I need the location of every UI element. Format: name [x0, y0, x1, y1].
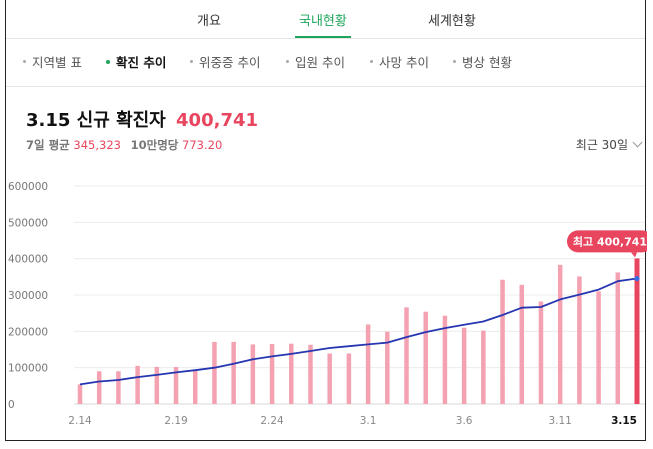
bullet-icon	[23, 60, 26, 63]
per-100k-value: 773.20	[182, 138, 223, 152]
subnav-confirmed-trend[interactable]: 확진 추이	[106, 52, 166, 71]
highlighted-bar	[634, 258, 640, 404]
x-tick-label: 3.6	[456, 415, 473, 427]
bar	[461, 327, 467, 404]
x-tick-label: 2.19	[164, 415, 187, 427]
y-tick-label: 100000	[8, 363, 48, 375]
subnav-death-trend[interactable]: 사망 추이	[370, 52, 429, 71]
bar	[135, 365, 140, 404]
confirmed-trend-chart: 0 100000 200000 300000 400000 500000 600000 2.1…	[8, 181, 647, 427]
y-tick-label: 300000	[8, 290, 48, 302]
y-tick-label: 0	[8, 399, 15, 411]
bar	[500, 279, 505, 404]
bar	[442, 315, 448, 404]
y-tick-label: 500000	[8, 217, 48, 229]
bullet-icon	[190, 60, 193, 63]
x-tick-label: 3.1	[360, 415, 377, 427]
bar	[231, 341, 236, 404]
bullet-icon	[286, 60, 289, 63]
bar	[154, 366, 160, 404]
dashboard-frame: 개요 국내현황 세계현황 지역별 표 확진 추이 위중증 추이 입원 추이 사망…	[5, 0, 647, 441]
seven-day-average-line	[79, 277, 638, 386]
subnav-hospitalized-trend[interactable]: 입원 추이	[286, 52, 345, 71]
bar	[519, 284, 525, 404]
subnav-label: 입원 추이	[295, 55, 345, 70]
bar	[596, 291, 601, 404]
x-tick-label: 3.15	[611, 415, 637, 427]
headline: 3.15 신규 확진자 400,741	[26, 106, 258, 132]
tab-world[interactable]: 세계현황	[428, 14, 476, 29]
x-tick-label: 2.24	[260, 415, 284, 427]
bar	[327, 353, 332, 404]
headline-value: 400,741	[176, 110, 259, 131]
bar	[250, 344, 256, 404]
bar	[385, 331, 390, 404]
headline-label: 3.15 신규 확진자	[26, 110, 166, 131]
y-tick-label: 600000	[8, 181, 48, 193]
bar	[615, 272, 621, 404]
range-select[interactable]: 최근 30일	[575, 136, 643, 153]
bar	[423, 311, 428, 404]
y-tick-label: 400000	[8, 254, 48, 266]
avg-label: 7일 평균	[26, 138, 70, 152]
bullet-icon	[106, 59, 110, 64]
summary-stats: 7일 평균 345,323 10만명당 773.20	[26, 137, 228, 153]
bar	[481, 330, 486, 404]
bar	[289, 343, 294, 404]
avg-value: 345,323	[73, 138, 121, 152]
x-tick-label: 2.14	[68, 415, 92, 427]
sub-navigation: 지역별 표 확진 추이 위중증 추이 입원 추이 사망 추이 병상 현황	[6, 52, 645, 72]
tab-domestic[interactable]: 국내현황	[299, 14, 347, 29]
bar	[346, 353, 352, 404]
max-tooltip-label: 최고 400,741	[573, 234, 647, 248]
max-tooltip-pointer	[631, 252, 637, 258]
bar	[96, 371, 102, 404]
bar	[365, 324, 371, 404]
bullet-icon	[370, 60, 373, 63]
subnav-label: 병상 현황	[462, 55, 512, 70]
tab-overview[interactable]: 개요	[197, 14, 221, 29]
subnav-region-table[interactable]: 지역별 표	[23, 52, 82, 71]
max-tooltip	[567, 230, 647, 253]
bar	[77, 384, 83, 404]
active-tab-indicator	[295, 36, 351, 38]
y-tick-label: 200000	[8, 326, 48, 338]
bar	[192, 369, 198, 404]
bar	[557, 264, 563, 404]
subnav-bed-status[interactable]: 병상 현황	[453, 52, 512, 71]
line-end-point	[634, 275, 640, 282]
bullet-icon	[453, 60, 456, 63]
bar	[404, 307, 409, 404]
bar	[173, 366, 179, 404]
divider	[6, 86, 645, 87]
bar	[577, 276, 582, 404]
bar	[538, 301, 544, 404]
bar	[308, 344, 313, 404]
subnav-label: 지역별 표	[32, 55, 82, 70]
bar	[269, 344, 275, 404]
subnav-critical-trend[interactable]: 위중증 추이	[190, 52, 260, 71]
per-100k-label: 10만명당	[130, 138, 179, 152]
subnav-label: 사망 추이	[379, 55, 429, 70]
range-select-label: 최근 30일	[575, 138, 628, 152]
bar	[116, 371, 121, 404]
subnav-label: 위중증 추이	[199, 55, 261, 70]
x-tick-label: 3.11	[548, 415, 571, 427]
bar	[212, 341, 217, 404]
top-tabs: 개요 국내현황 세계현황	[6, 0, 645, 39]
subnav-label: 확진 추이	[116, 55, 167, 70]
